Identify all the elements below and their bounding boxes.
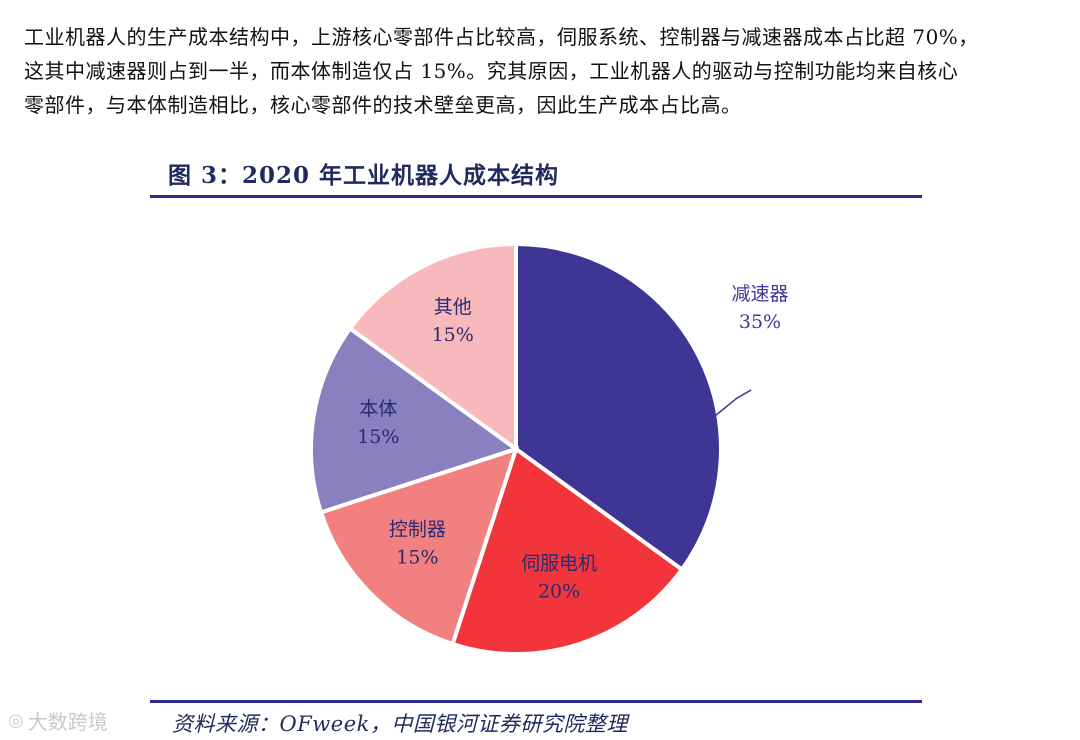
pie-slice-3 xyxy=(309,325,521,515)
slice-label-3: 本体 xyxy=(359,398,397,420)
slice-value-0: 35% xyxy=(739,311,781,333)
pie-slice-1 xyxy=(450,445,685,656)
slice-label-1: 伺服电机 xyxy=(521,553,597,575)
watermark: ◎ 大数跨境 xyxy=(8,706,108,735)
source-divider xyxy=(150,700,922,703)
intro-line-2: 这其中减速器则占到一半，而本体制造仅占 15%。究其原因，工业机器人的驱动与控制… xyxy=(24,59,959,83)
slice-label-0: 减速器 xyxy=(731,283,788,305)
intro-line-3: 零部件，与本体制造相比，核心零部件的技术壁垒更高，因此生产成本占比高。 xyxy=(24,93,742,117)
pie-slice-4 xyxy=(347,241,518,453)
slice-label-2: 控制器 xyxy=(389,519,446,541)
figure-title: 图 3：2020 年工业机器人成本结构 xyxy=(168,162,560,189)
leader-line-0 xyxy=(712,389,752,419)
intro-paragraph: 工业机器人的生产成本结构中，上游核心零部件占比较高，伺服系统、控制器与减速器成本… xyxy=(24,20,1064,122)
logo-icon: ◎ xyxy=(8,710,24,731)
slice-value-1: 20% xyxy=(538,581,580,603)
slice-value-3: 15% xyxy=(357,426,399,448)
intro-line-1: 工业机器人的生产成本结构中，上游核心零部件占比较高，伺服系统、控制器与减速器成本… xyxy=(24,25,979,49)
slice-label-4: 其他 xyxy=(434,296,472,318)
watermark-text: 大数跨境 xyxy=(27,710,108,734)
pie-slice-0 xyxy=(514,241,723,573)
slice-value-2: 15% xyxy=(396,547,438,569)
slice-value-4: 15% xyxy=(432,324,474,346)
source-note: 资料来源：OFweek，中国银河证券研究院整理 xyxy=(172,712,628,736)
title-divider xyxy=(150,195,922,198)
